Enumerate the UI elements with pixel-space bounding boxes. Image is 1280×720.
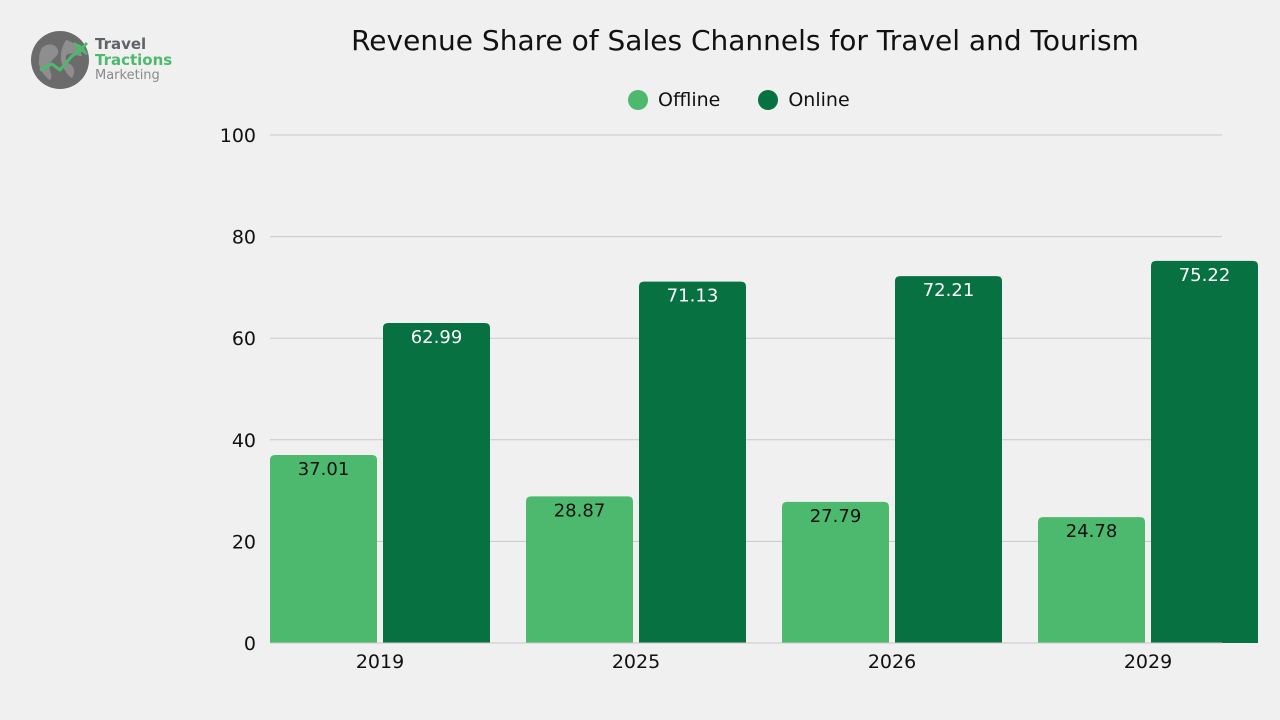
logo-text-marketing: Marketing: [95, 68, 160, 83]
data-label-online-2025: 71.13: [667, 286, 719, 307]
legend-label-offline: Offline: [658, 89, 721, 111]
x-tick-label: 2026: [868, 651, 916, 673]
logo-text-tractions: Tractions: [95, 51, 173, 69]
globe-plane-icon: [31, 31, 89, 89]
chart-legend: Offline Online: [628, 88, 888, 112]
bar-offline-2029: [1038, 517, 1145, 643]
y-tick-label: 100: [220, 125, 256, 147]
data-label-online-2026: 72.21: [923, 280, 975, 301]
data-label-offline-2025: 28.87: [554, 500, 606, 521]
bar-online-2029: [1151, 260, 1258, 643]
y-tick-label: 60: [232, 328, 256, 350]
x-tick-label: 2025: [612, 651, 660, 673]
bar-online-2025: [639, 281, 746, 643]
y-tick-label: 20: [232, 531, 256, 553]
bar-offline-2019: [270, 454, 377, 643]
data-label-offline-2029: 24.78: [1066, 521, 1118, 542]
bar-online-2019: [383, 323, 490, 643]
y-tick-label: 40: [232, 430, 256, 452]
y-tick-label: 0: [244, 633, 256, 655]
x-tick-label: 2029: [1124, 651, 1172, 673]
legend-label-online: Online: [788, 89, 850, 111]
x-tick-label: 2019: [356, 651, 404, 673]
bar-online-2026: [895, 276, 1002, 643]
data-label-online-2029: 75.22: [1179, 265, 1231, 286]
logo-text-travel: Travel: [95, 35, 147, 53]
chart-title: Revenue Share of Sales Channels for Trav…: [351, 24, 1139, 57]
bar-offline-2025: [526, 496, 633, 643]
data-label-offline-2026: 27.79: [810, 506, 862, 527]
legend-item-online: Online: [758, 89, 850, 111]
legend-item-offline: Offline: [628, 89, 720, 111]
brand-logo: Travel Tractions Marketing: [30, 30, 190, 92]
legend-swatch-offline: [628, 90, 648, 110]
data-label-online-2019: 62.99: [411, 327, 463, 348]
legend-swatch-online: [758, 90, 779, 110]
y-tick-label: 80: [232, 227, 256, 249]
bar-offline-2026: [782, 501, 889, 643]
data-label-offline-2019: 37.01: [298, 459, 350, 480]
